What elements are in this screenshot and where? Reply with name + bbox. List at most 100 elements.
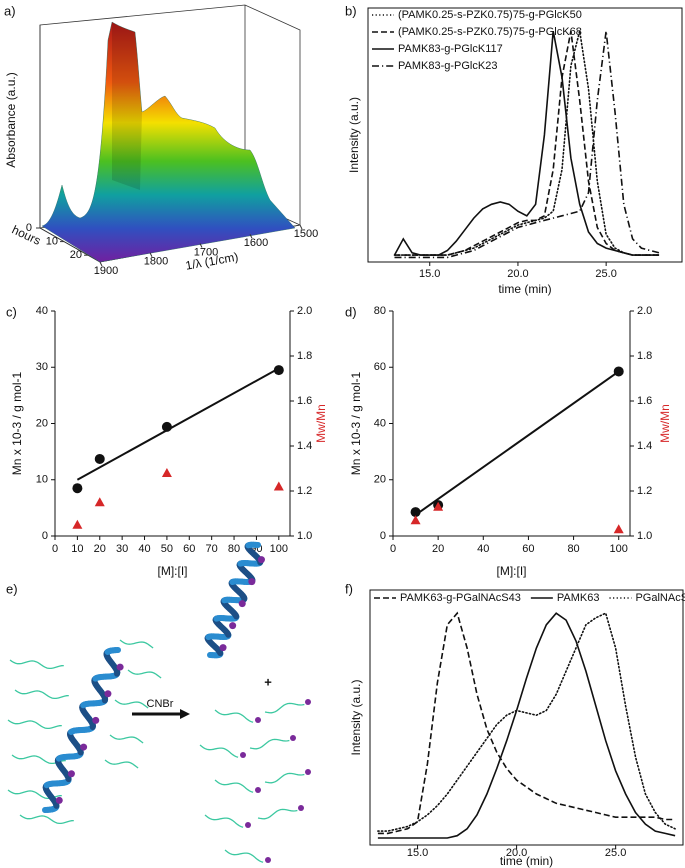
y-axis-label: Mn x 10-3 / g mol-1 <box>10 371 24 475</box>
panel-label: b) <box>345 3 357 18</box>
side-chain-dot <box>248 578 256 586</box>
glycan-chain <box>224 849 264 863</box>
x-tick-label: 40 <box>138 543 150 555</box>
x-tick-label: 15.0 <box>407 847 428 859</box>
x-tick-label: 80 <box>567 543 579 555</box>
y2-tick-label: 1.6 <box>297 395 312 407</box>
x-axis-label: 1/λ (1/cm) <box>184 250 239 273</box>
circle-marker <box>72 483 83 494</box>
hours-tick-label: 10 <box>46 236 58 248</box>
glycan-chain <box>249 738 290 750</box>
side-chain-dot <box>92 716 100 724</box>
y-axis-label: Intensity (a.u.) <box>347 97 361 173</box>
axes <box>392 311 631 537</box>
plus-sign: + <box>264 674 272 689</box>
legend-label: (PAMK0.25-s-PZK0.75)75-g-PGlcK50 <box>398 9 582 21</box>
glycan-chain <box>127 669 162 679</box>
legend-label: PGalNAcS43 <box>635 592 685 604</box>
series-line <box>394 30 660 256</box>
panel-label: d) <box>345 304 357 319</box>
x-tick <box>199 243 203 248</box>
y2-tick-label: 1.4 <box>297 440 312 452</box>
glycan-chain <box>257 808 298 820</box>
x-tick-label: 20 <box>94 543 106 555</box>
y2-tick-label: 2.0 <box>297 305 312 317</box>
glycan-chain <box>119 639 154 649</box>
axes <box>54 311 291 537</box>
y-tick-label: 60 <box>374 361 386 373</box>
y2-tick-label: 1.0 <box>297 530 312 542</box>
glycan-chain <box>14 689 69 700</box>
x-axis-label: [M]:[I] <box>497 564 527 578</box>
triangle-marker <box>410 515 421 525</box>
x-tick-label: 20.0 <box>506 847 527 859</box>
side-chain-dot <box>67 770 75 778</box>
plot-frame <box>369 589 684 846</box>
side-chain-dot <box>255 787 261 793</box>
fit-line <box>414 370 620 516</box>
triangle-marker <box>161 468 172 477</box>
y2-tick-label: 2.0 <box>637 305 652 317</box>
side-chain-dot <box>305 769 311 775</box>
y2-axis-label: Mw/Mn <box>658 404 672 443</box>
side-chain-dot <box>116 663 124 671</box>
x-tick-label: 25.0 <box>605 847 626 859</box>
side-chain-dot <box>219 644 227 652</box>
y-tick-label: 30 <box>36 361 48 373</box>
y2-tick-label: 1.2 <box>637 485 652 497</box>
side-chain-dot <box>298 805 304 811</box>
x-axis-label: time (min) <box>498 282 551 296</box>
fit-line <box>76 367 280 481</box>
glycan-chain <box>104 759 139 769</box>
glycan-chain <box>199 744 239 758</box>
glycan-chain <box>264 772 305 784</box>
series-line <box>393 30 660 256</box>
x-tick-label: 0 <box>390 543 396 555</box>
y-tick-label: 40 <box>36 305 48 317</box>
reagent-label: CNBr <box>147 698 174 710</box>
x-tick-label: 100 <box>610 543 628 555</box>
glycan-chain <box>214 709 254 723</box>
circle-marker <box>410 507 421 518</box>
glycan-chain <box>264 702 305 714</box>
panel-label: a) <box>4 3 16 18</box>
x-tick-label: 60 <box>183 543 195 555</box>
side-chain-dot <box>255 717 261 723</box>
x-tick <box>149 252 153 257</box>
side-chain-dot <box>229 622 237 630</box>
x-tick-label: 20.0 <box>507 268 528 280</box>
x-tick <box>299 224 303 230</box>
y2-tick-label: 1.6 <box>637 395 652 407</box>
side-chain-dot <box>55 796 63 804</box>
x-tick-label: 0 <box>52 543 58 555</box>
side-chain-dot <box>245 822 251 828</box>
x-axis-label: time (min) <box>500 854 553 868</box>
circle-marker <box>161 421 172 432</box>
surface-shade <box>112 22 142 190</box>
side-chain-dot <box>240 752 246 758</box>
x-tick-label: 1700 <box>194 246 218 258</box>
side-chain-dot <box>305 699 311 705</box>
glycan-chain <box>214 779 254 793</box>
y2-tick-label: 1.8 <box>297 350 312 362</box>
legend-label: PAMK63 <box>557 592 600 604</box>
panel-label: e) <box>6 581 18 596</box>
legend-label: PAMK63-g-PGalNAcS43 <box>400 592 521 604</box>
x-tick-label: 1800 <box>144 256 168 268</box>
y2-tick-label: 1.2 <box>297 485 312 497</box>
plot-frame <box>367 7 683 263</box>
circle-marker <box>94 453 105 464</box>
x-tick <box>99 261 103 267</box>
side-chain-dot <box>238 600 246 608</box>
panel-label: c) <box>6 304 17 319</box>
glycan-chain <box>7 719 62 730</box>
series-line <box>394 30 660 259</box>
circle-marker <box>613 366 624 377</box>
glycan-chain <box>9 659 64 670</box>
side-chain-dot <box>265 857 271 863</box>
series-line <box>377 612 676 839</box>
glycan-chain <box>109 734 144 744</box>
legend-label: (PAMK0.25-s-PZK0.75)75-g-PGlcK68 <box>398 26 582 38</box>
glycan-chain <box>114 699 149 709</box>
